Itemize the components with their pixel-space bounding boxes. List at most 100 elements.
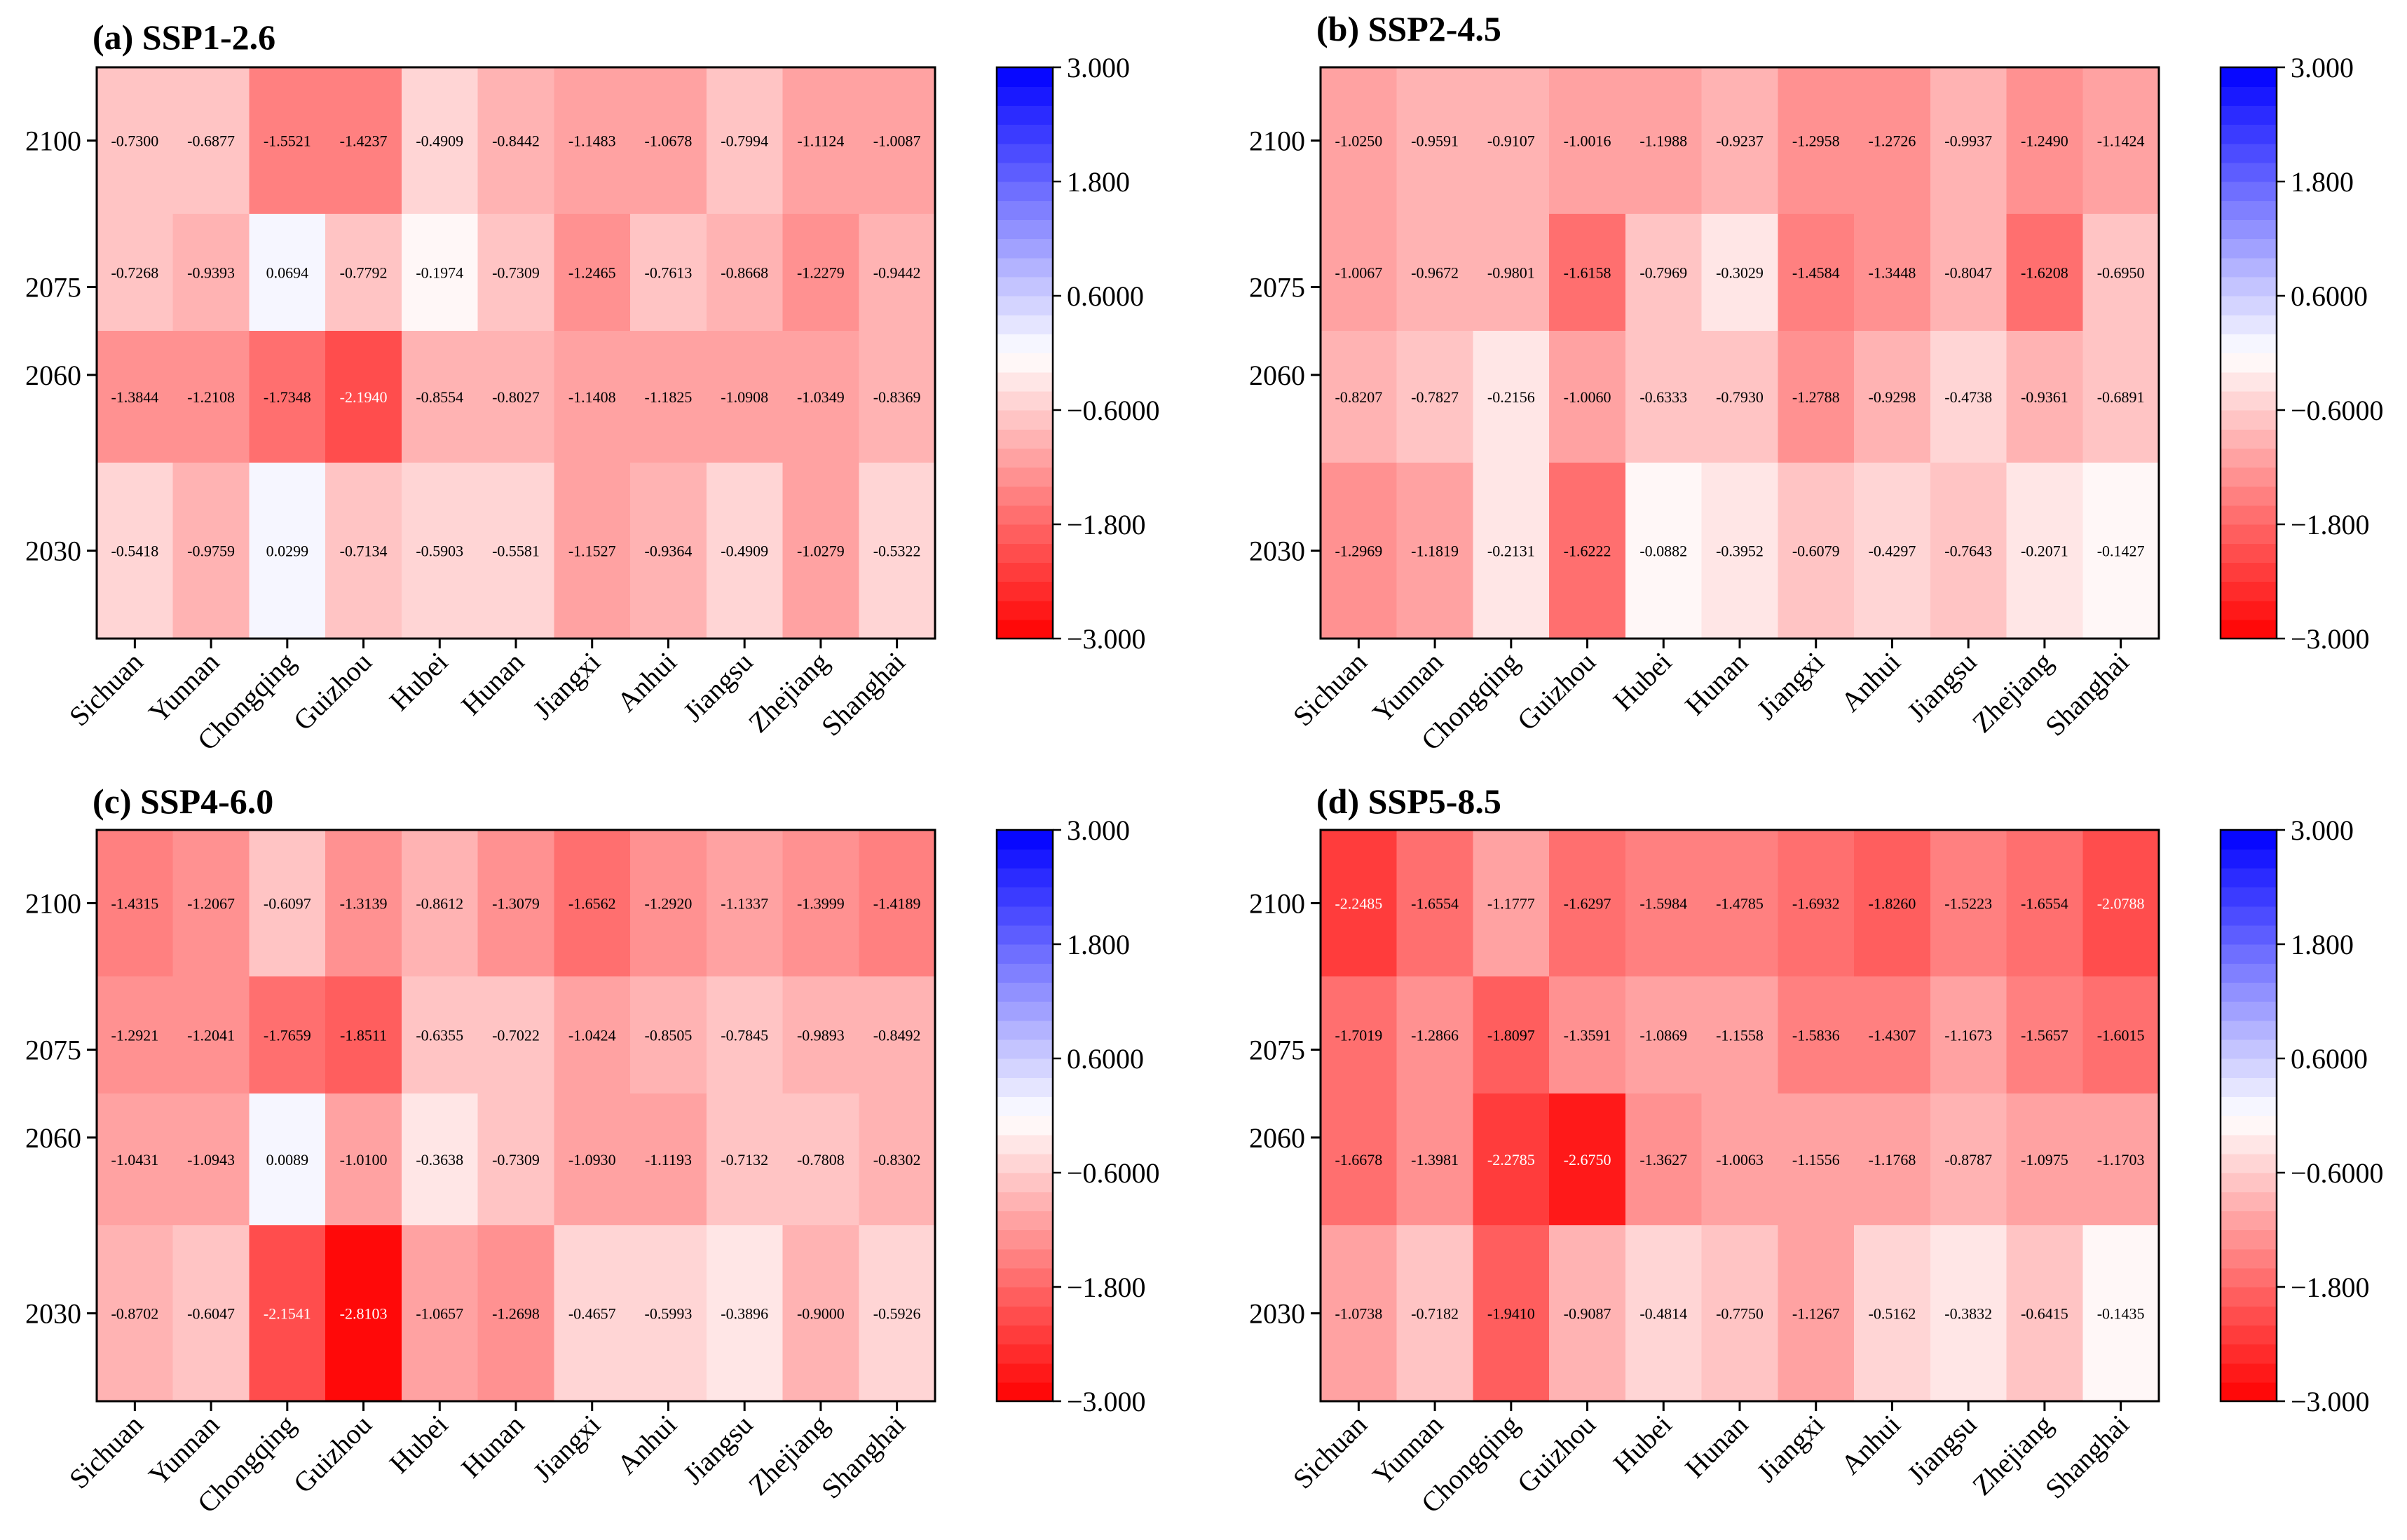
colorbar-segment (2221, 505, 2277, 525)
heatmap-cell (554, 1093, 631, 1226)
cell-value-label: -1.2041 (187, 1027, 235, 1044)
heatmap-cell (2006, 463, 2083, 639)
colorbar-tick-label: −0.6000 (1067, 395, 1160, 426)
heatmap-cell (249, 331, 326, 463)
colorbar-segment (2221, 390, 2277, 411)
cell-value-label: -1.1193 (645, 1151, 692, 1168)
colorbar-segment (997, 868, 1053, 888)
colorbar-segment (2221, 1211, 2277, 1231)
cell-value-label: -1.1267 (1792, 1305, 1840, 1323)
colorbar-tick-label: −1.800 (2291, 509, 2370, 540)
heatmap-cell (249, 976, 326, 1094)
colorbar-tick-label: 3.000 (1067, 52, 1130, 83)
cell-value-label: -0.8492 (873, 1027, 921, 1044)
cell-value-label: -1.6932 (1792, 894, 1840, 912)
heatmap-cell (554, 830, 631, 977)
colorbar-segment (997, 143, 1053, 163)
cell-value-label: -1.0657 (416, 1305, 463, 1323)
cell-value-label: -0.9442 (873, 264, 921, 282)
heatmap-cell (1321, 67, 1398, 214)
cell-value-label: -1.7348 (264, 388, 311, 406)
colorbar-segment (997, 1363, 1053, 1383)
colorbar-segment (997, 1039, 1053, 1059)
heatmap-cell (1473, 67, 1550, 214)
cell-value-label: -1.2969 (1335, 543, 1382, 560)
cell-value-label: -1.1825 (645, 388, 693, 406)
heatmap-cell (630, 213, 707, 332)
heatmap-cell (782, 331, 859, 463)
heatmap-cell (630, 331, 707, 463)
colorbar-segment (2221, 963, 2277, 983)
colorbar-segment (997, 1248, 1053, 1269)
heatmap-cell (1701, 1093, 1778, 1226)
cell-value-label: -1.0067 (1335, 264, 1382, 282)
cell-value-label: -1.1483 (568, 132, 616, 149)
y-tick-label: 2030 (1249, 1298, 1305, 1330)
colorbar-segment (2221, 619, 2277, 639)
cell-value-label: -1.0060 (1564, 388, 1611, 406)
heatmap-cell (172, 331, 250, 463)
heatmap-cell (2006, 1093, 2083, 1226)
heatmap-cell (630, 67, 707, 214)
colorbar-segment (997, 390, 1053, 411)
y-tick-label: 2030 (1249, 536, 1305, 567)
heatmap-cell (859, 213, 936, 332)
colorbar-segment (997, 505, 1053, 525)
heatmap-cell (1473, 1225, 1550, 1402)
heatmap-cell (554, 67, 631, 214)
heatmap-cell (1625, 1093, 1703, 1226)
colorbar-segment (997, 1192, 1053, 1211)
colorbar-segment (997, 963, 1053, 983)
colorbar-segment (997, 1211, 1053, 1231)
cell-value-label: -1.5984 (1639, 894, 1687, 912)
colorbar-segment (2221, 1020, 2277, 1040)
colorbar-segment (2221, 86, 2277, 106)
cell-value-label: -1.4584 (1792, 264, 1840, 282)
heatmap-cell (1549, 976, 1626, 1094)
colorbar-tick-label: 3.000 (1067, 815, 1130, 846)
cell-value-label: -0.9801 (1487, 264, 1535, 282)
heatmap-cell (1930, 976, 2007, 1094)
cell-value-label: -0.8787 (1944, 1151, 1992, 1168)
colorbar-segment (997, 429, 1053, 449)
heatmap-cell (554, 213, 631, 332)
heatmap-cell (706, 331, 784, 463)
colorbar-tick-label: 3.000 (2291, 52, 2354, 83)
colorbar-tick-label: −0.6000 (2291, 1157, 2384, 1189)
colorbar-segment (2221, 296, 2277, 315)
cell-value-label: -0.7930 (1716, 388, 1764, 406)
heatmap-cell (1854, 67, 1931, 214)
colorbar-segment (2221, 429, 2277, 449)
heatmap-cell (1473, 331, 1550, 463)
cell-value-label: -1.4237 (340, 132, 388, 149)
colorbar-segment (997, 581, 1053, 601)
heatmap-cell (630, 1225, 707, 1402)
colorbar-tick-label: 3.000 (2291, 815, 2354, 846)
cell-value-label: -0.9107 (1487, 132, 1535, 149)
heatmap-cell (249, 1093, 326, 1226)
chart-title: (a) SSP1-2.6 (93, 18, 275, 57)
cell-value-label: -2.0788 (2097, 894, 2145, 912)
y-tick-label: 2030 (25, 536, 81, 567)
colorbar-segment (997, 182, 1053, 201)
cell-value-label: -1.0250 (1335, 132, 1382, 149)
colorbar-segment (997, 105, 1053, 125)
colorbar-segment (997, 1344, 1053, 1364)
colorbar-segment (997, 562, 1053, 582)
heatmap-cell (554, 976, 631, 1094)
heatmap-cell (1625, 1225, 1703, 1402)
cell-value-label: -0.9361 (2021, 388, 2068, 406)
heatmap-cell (97, 1093, 174, 1226)
colorbar-segment (2221, 906, 2277, 926)
heatmap-cell (97, 463, 174, 639)
cell-value-label: -1.8260 (1869, 894, 1916, 912)
heatmap-cell (2082, 67, 2160, 214)
colorbar-segment (2221, 1001, 2277, 1021)
heatmap-cell (1625, 67, 1703, 214)
heatmap-cell (1473, 976, 1550, 1094)
colorbar-tick-label: 1.800 (1067, 166, 1130, 198)
cell-value-label: -2.8103 (340, 1305, 388, 1323)
cell-value-label: -1.6158 (1564, 264, 1611, 282)
cell-value-label: -0.8702 (111, 1305, 158, 1323)
colorbar-segment (2221, 467, 2277, 487)
